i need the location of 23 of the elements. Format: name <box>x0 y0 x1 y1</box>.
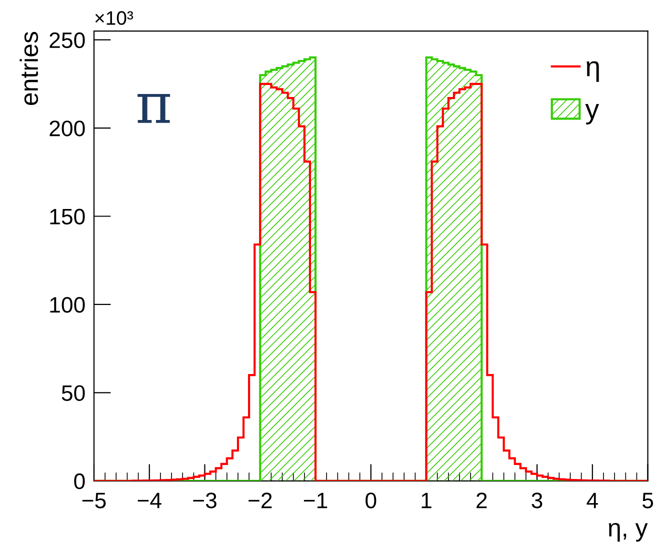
x-tick-label: −3 <box>193 492 216 508</box>
x-tick-label: 3 <box>532 492 542 508</box>
legend-label: y <box>585 104 600 124</box>
x-tick-label: −4 <box>138 492 162 508</box>
x-tick-label: 1 <box>422 492 432 508</box>
y-tick-label: 150 <box>50 208 85 225</box>
x-axis-title: η, y <box>608 522 648 542</box>
legend-label: η <box>586 61 599 82</box>
x-tick-label: 4 <box>586 492 598 508</box>
y-axis-title: entries <box>20 32 38 105</box>
y-tick-label: 200 <box>50 120 85 136</box>
x-tick-label: −5 <box>82 492 106 508</box>
y-tick-label: 100 <box>50 297 85 313</box>
y-tick-label: 250 <box>50 32 85 48</box>
x-tick-label: −1 <box>304 492 328 508</box>
y-tick-label: 50 <box>62 385 85 401</box>
y-tick-label: 0 <box>74 473 85 490</box>
x-tick-label: 0 <box>366 492 376 508</box>
text: ×10³ <box>95 11 134 25</box>
x-tick-label: −2 <box>248 492 272 508</box>
x-tick-label: 5 <box>642 492 654 508</box>
x-tick-label: 2 <box>476 492 487 508</box>
annotation: π <box>138 94 170 123</box>
